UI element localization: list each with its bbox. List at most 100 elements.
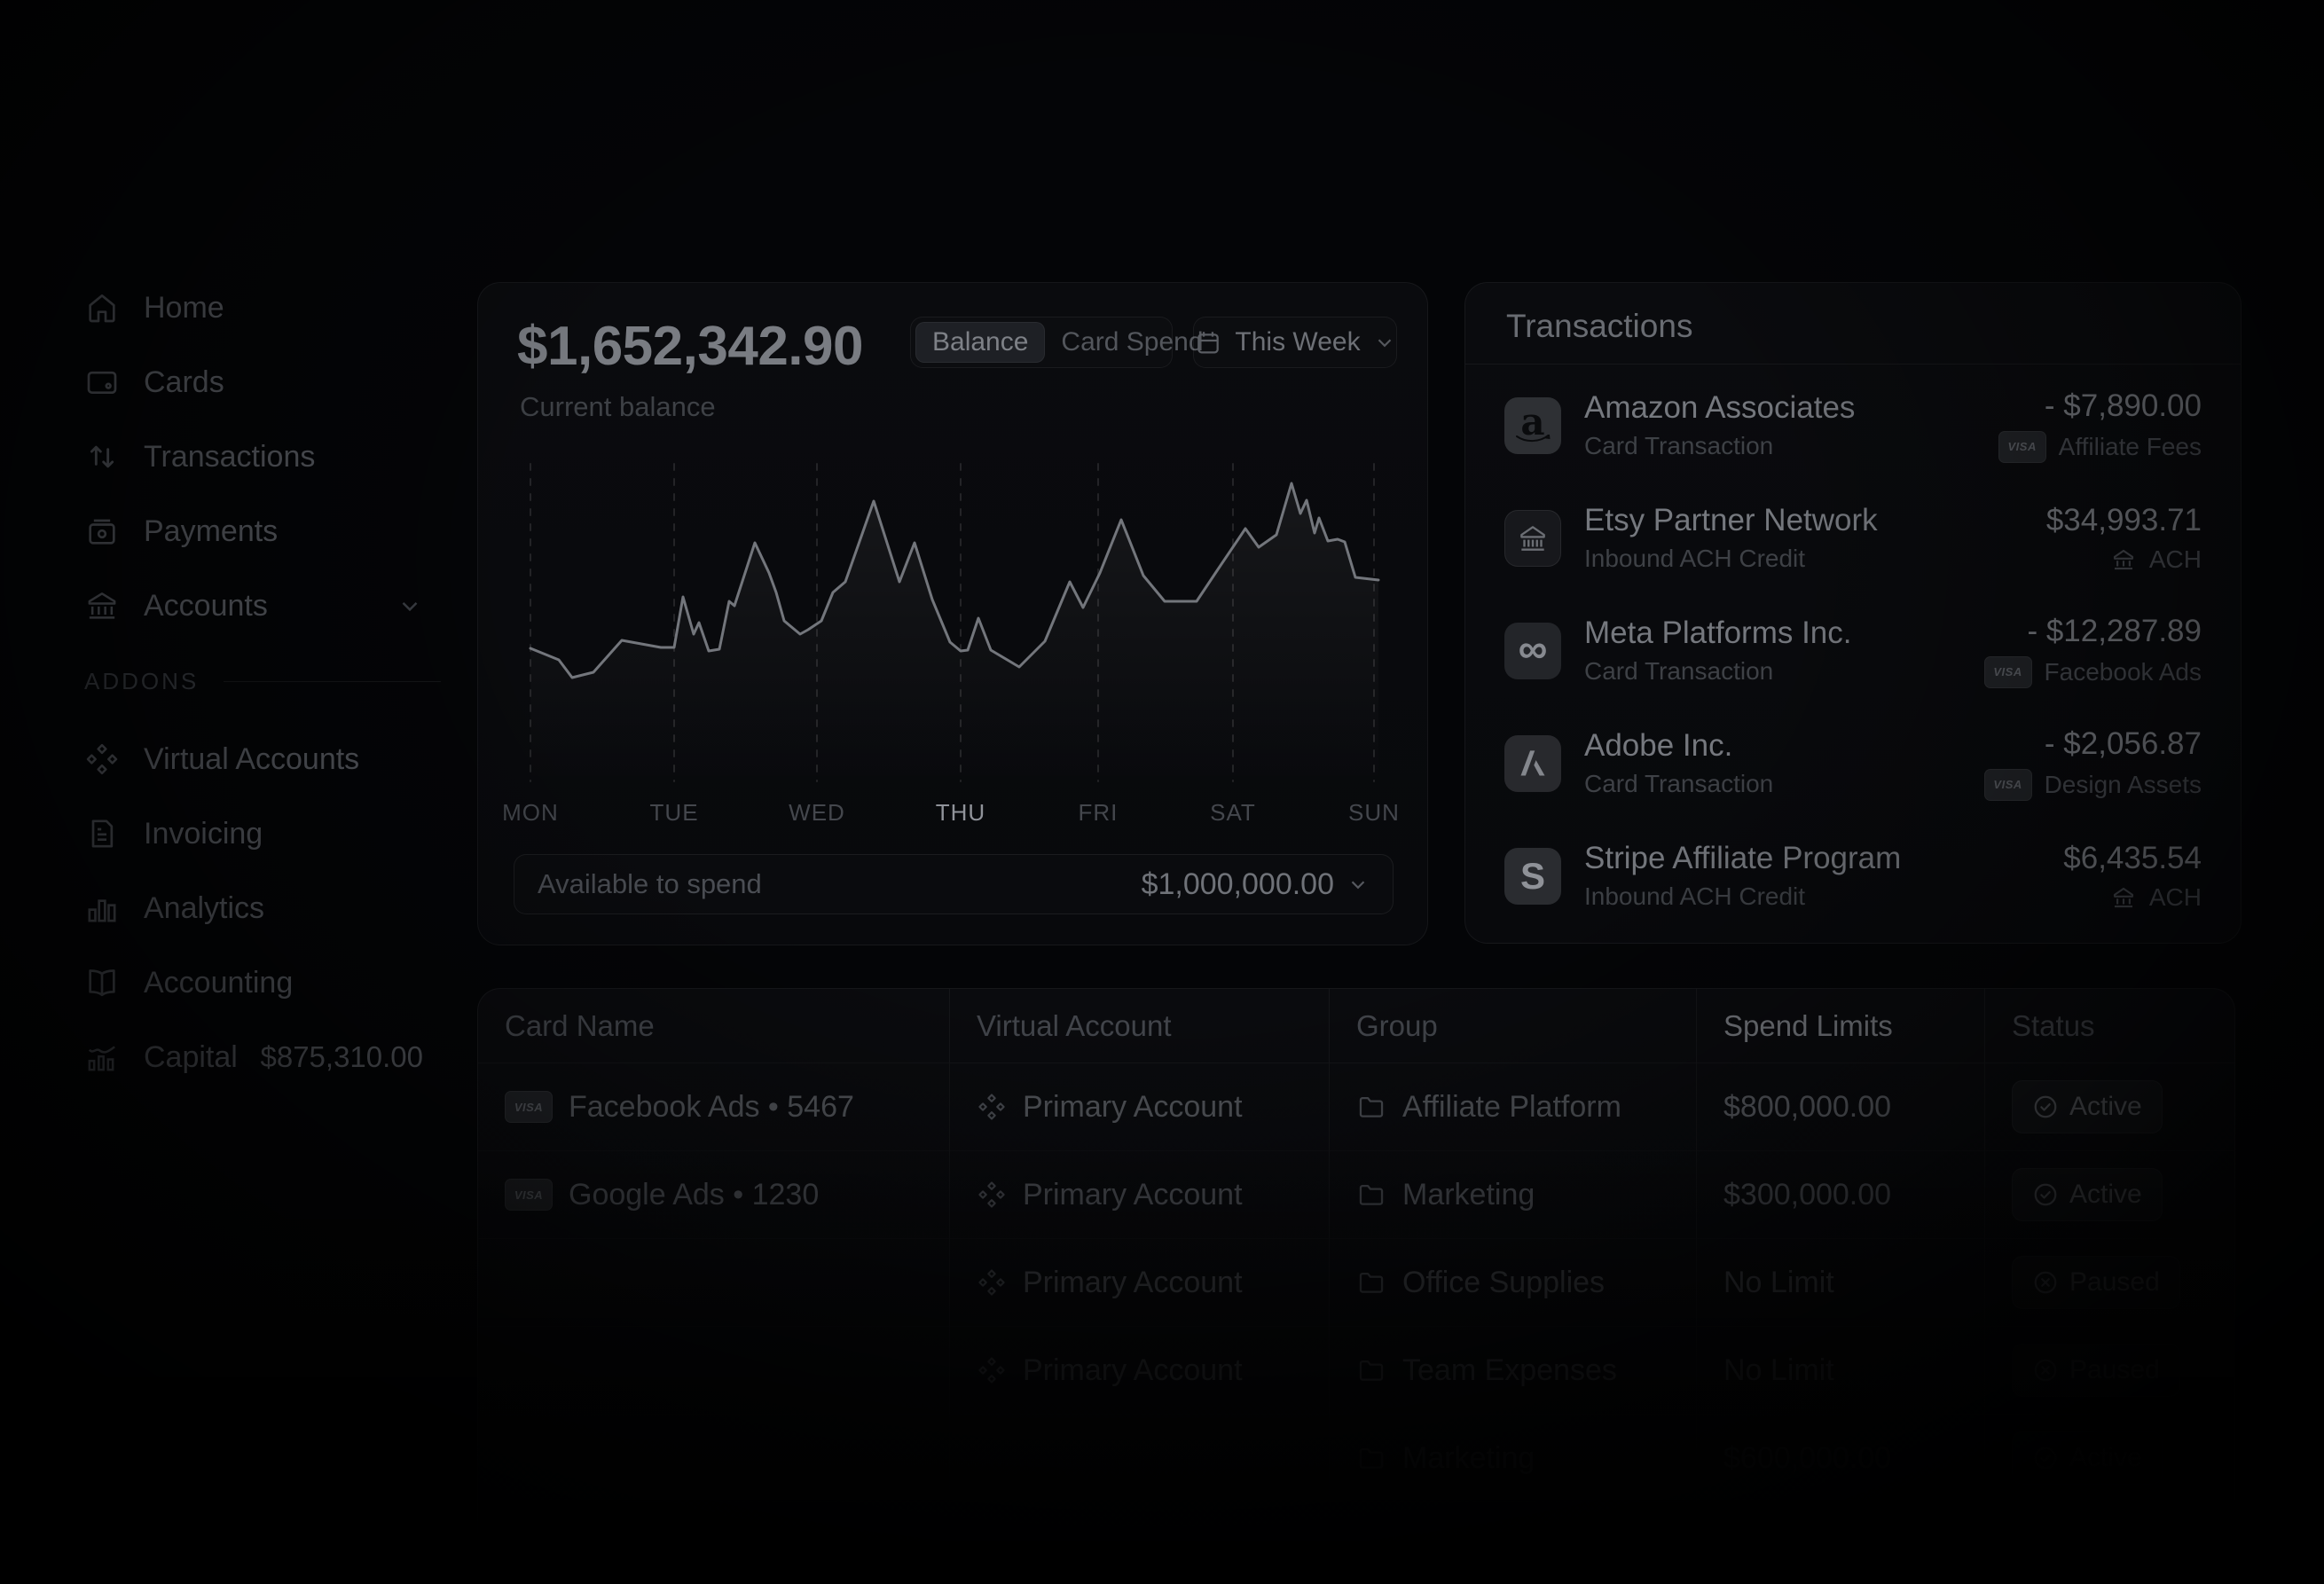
- table-row[interactable]: Marketing $600,000.00 Active: [478, 1415, 2234, 1502]
- x-label-sun: SUN: [1348, 799, 1400, 826]
- invoicing-icon: [84, 816, 120, 851]
- x-label-fri: FRI: [1078, 799, 1119, 826]
- transaction-row[interactable]: S Stripe Affiliate Program Inbound ACH C…: [1465, 819, 2241, 932]
- sidebar-item-cards[interactable]: Cards: [84, 356, 448, 409]
- table-row[interactable]: Primary Account Office Supplies No Limit…: [478, 1239, 2234, 1327]
- capital-amount: $875,310.00: [260, 1040, 423, 1073]
- sidebar-item-analytics[interactable]: Analytics: [84, 882, 448, 935]
- x-circle-icon: [2032, 1269, 2059, 1296]
- group-name: Office Supplies: [1402, 1265, 1606, 1299]
- spend-limit: $300,000.00: [1723, 1177, 1892, 1212]
- transaction-amount: $34,993.71: [2045, 502, 2202, 537]
- chevron-down-icon: [1373, 331, 1396, 354]
- x-circle-icon: [2032, 1357, 2059, 1384]
- transaction-amount: $6,435.54: [2063, 840, 2202, 875]
- spend-limit: No Limit: [1723, 1265, 1834, 1299]
- table-row[interactable]: VISA Google Ads • 1230 Primary Account M…: [478, 1151, 2234, 1239]
- x-label-wed: WED: [789, 799, 845, 826]
- sidebar-item-accounts[interactable]: Accounts: [84, 579, 448, 632]
- sidebar-item-home[interactable]: Home: [84, 281, 448, 334]
- sidebar-item-label: Capital: [144, 1039, 238, 1074]
- spend-limit: $600,000.00: [1723, 1440, 1892, 1475]
- transaction-type: Inbound ACH Credit: [1584, 882, 1806, 910]
- bank-icon: [2110, 546, 2137, 573]
- status-badge[interactable]: Active: [2012, 1431, 2163, 1485]
- visa-badge: VISA: [1983, 655, 2032, 688]
- group-name: Marketing: [1402, 1177, 1535, 1212]
- table-row[interactable]: VISA Facebook Ads • 5467 Primary Account…: [478, 1063, 2234, 1151]
- accounting-icon: [84, 965, 120, 1000]
- column-header-group[interactable]: Group: [1329, 989, 1696, 1063]
- sidebar-item-label: Home: [144, 290, 224, 325]
- toggle-option-balance[interactable]: Balance: [915, 322, 1046, 363]
- date-range-selector[interactable]: This Week: [1193, 317, 1397, 368]
- visa-badge: VISA: [1998, 430, 2046, 463]
- transaction-category: Affiliate Fees: [2058, 432, 2202, 460]
- transactions-list: a Amazon Associates Card Transaction - $…: [1465, 369, 2241, 932]
- sidebar-item-transactions[interactable]: Transactions: [84, 430, 448, 483]
- transaction-row[interactable]: a Amazon Associates Card Transaction - $…: [1465, 369, 2241, 482]
- virtual-accounts-icon: [84, 741, 120, 777]
- status-badge[interactable]: Active: [2012, 1080, 2163, 1133]
- balance-card: $1,652,342.90 Current balance Balance Ca…: [477, 282, 1428, 945]
- meta-logo: ∞: [1504, 622, 1561, 679]
- spend-limit: $800,000.00: [1723, 1089, 1892, 1124]
- sidebar-item-label: Cards: [144, 365, 224, 399]
- transaction-amount: - $7,890.00: [2044, 388, 2202, 423]
- status-badge[interactable]: Paused: [2012, 1344, 2180, 1397]
- folder-icon: [1356, 1443, 1386, 1473]
- folder-icon: [1356, 1180, 1386, 1210]
- sidebar-item-label: Virtual Accounts: [144, 741, 360, 776]
- spend-limit: No Limit: [1723, 1353, 1834, 1387]
- visa-badge: VISA: [505, 1091, 553, 1123]
- merchant-name: Amazon Associates: [1584, 390, 1856, 425]
- current-balance-label: Current balance: [520, 391, 716, 422]
- accounts-icon: [84, 588, 120, 623]
- sidebar-item-invoicing[interactable]: Invoicing: [84, 807, 448, 860]
- status-label: Active: [2069, 1443, 2142, 1472]
- status-badge[interactable]: Paused: [2012, 1256, 2180, 1309]
- visa-badge: VISA: [1983, 768, 2032, 801]
- transaction-type: Card Transaction: [1584, 657, 1774, 685]
- virtual-account: Primary Account: [1023, 1265, 1243, 1299]
- virtual-account-icon: [977, 1355, 1007, 1385]
- transactions-panel: Transactions a Amazon Associates Card Tr…: [1464, 282, 2242, 944]
- sidebar-item-accounting[interactable]: Accounting: [84, 956, 448, 1009]
- transactions-title: Transactions: [1506, 308, 1693, 344]
- column-header-virtual-account[interactable]: Virtual Account: [949, 989, 1329, 1063]
- virtual-account: Primary Account: [1023, 1353, 1243, 1387]
- sidebar-item-capital[interactable]: Capital $875,310.00: [84, 1031, 448, 1084]
- visa-badge: VISA: [505, 1179, 553, 1211]
- transaction-row[interactable]: ∞ Meta Platforms Inc. Card Transaction -…: [1465, 594, 2241, 707]
- status-label: Active: [2069, 1180, 2142, 1209]
- capital-icon: [84, 1039, 120, 1075]
- group-name: Team Expenses: [1402, 1353, 1617, 1387]
- merchant-name: Meta Platforms Inc.: [1584, 616, 1852, 650]
- sidebar-item-label: Analytics: [144, 890, 265, 925]
- transaction-row[interactable]: Etsy Partner Network Inbound ACH Credit …: [1465, 482, 2241, 594]
- available-to-spend-selector[interactable]: Available to spend $1,000,000.00: [514, 854, 1394, 914]
- home-icon: [84, 290, 120, 325]
- merchant-name: Stripe Affiliate Program: [1584, 841, 1902, 875]
- status-label: Paused: [2069, 1267, 2160, 1297]
- check-circle-icon: [2032, 1094, 2059, 1120]
- column-header-card-name[interactable]: Card Name: [478, 989, 949, 1063]
- sidebar-item-virtual-accounts[interactable]: Virtual Accounts: [84, 733, 448, 786]
- chart-x-axis: MON TUE WED THU FRI SAT SUN: [502, 799, 1399, 829]
- check-circle-icon: [2032, 1445, 2059, 1471]
- folder-icon: [1356, 1355, 1386, 1385]
- x-label-mon: MON: [502, 799, 559, 826]
- table-row[interactable]: Primary Account Team Expenses No Limit P…: [478, 1327, 2234, 1415]
- sidebar-item-label: Accounts: [144, 588, 268, 623]
- available-to-spend-value: $1,000,000.00: [1141, 866, 1334, 901]
- sidebar-section-addons: ADDONS: [84, 668, 441, 695]
- transaction-row[interactable]: Adobe Inc. Card Transaction - $2,056.87 …: [1465, 707, 2241, 819]
- column-header-spend-limits[interactable]: Spend Limits: [1696, 989, 1984, 1063]
- status-badge[interactable]: Active: [2012, 1168, 2163, 1221]
- sidebar-item-payments[interactable]: Payments: [84, 505, 448, 558]
- transaction-amount: - $12,287.89: [2027, 613, 2202, 648]
- column-header-status[interactable]: Status: [1984, 989, 2234, 1063]
- folder-icon: [1356, 1092, 1386, 1122]
- card-name: Google Ads • 1230: [569, 1177, 820, 1212]
- date-range-label: This Week: [1235, 327, 1361, 357]
